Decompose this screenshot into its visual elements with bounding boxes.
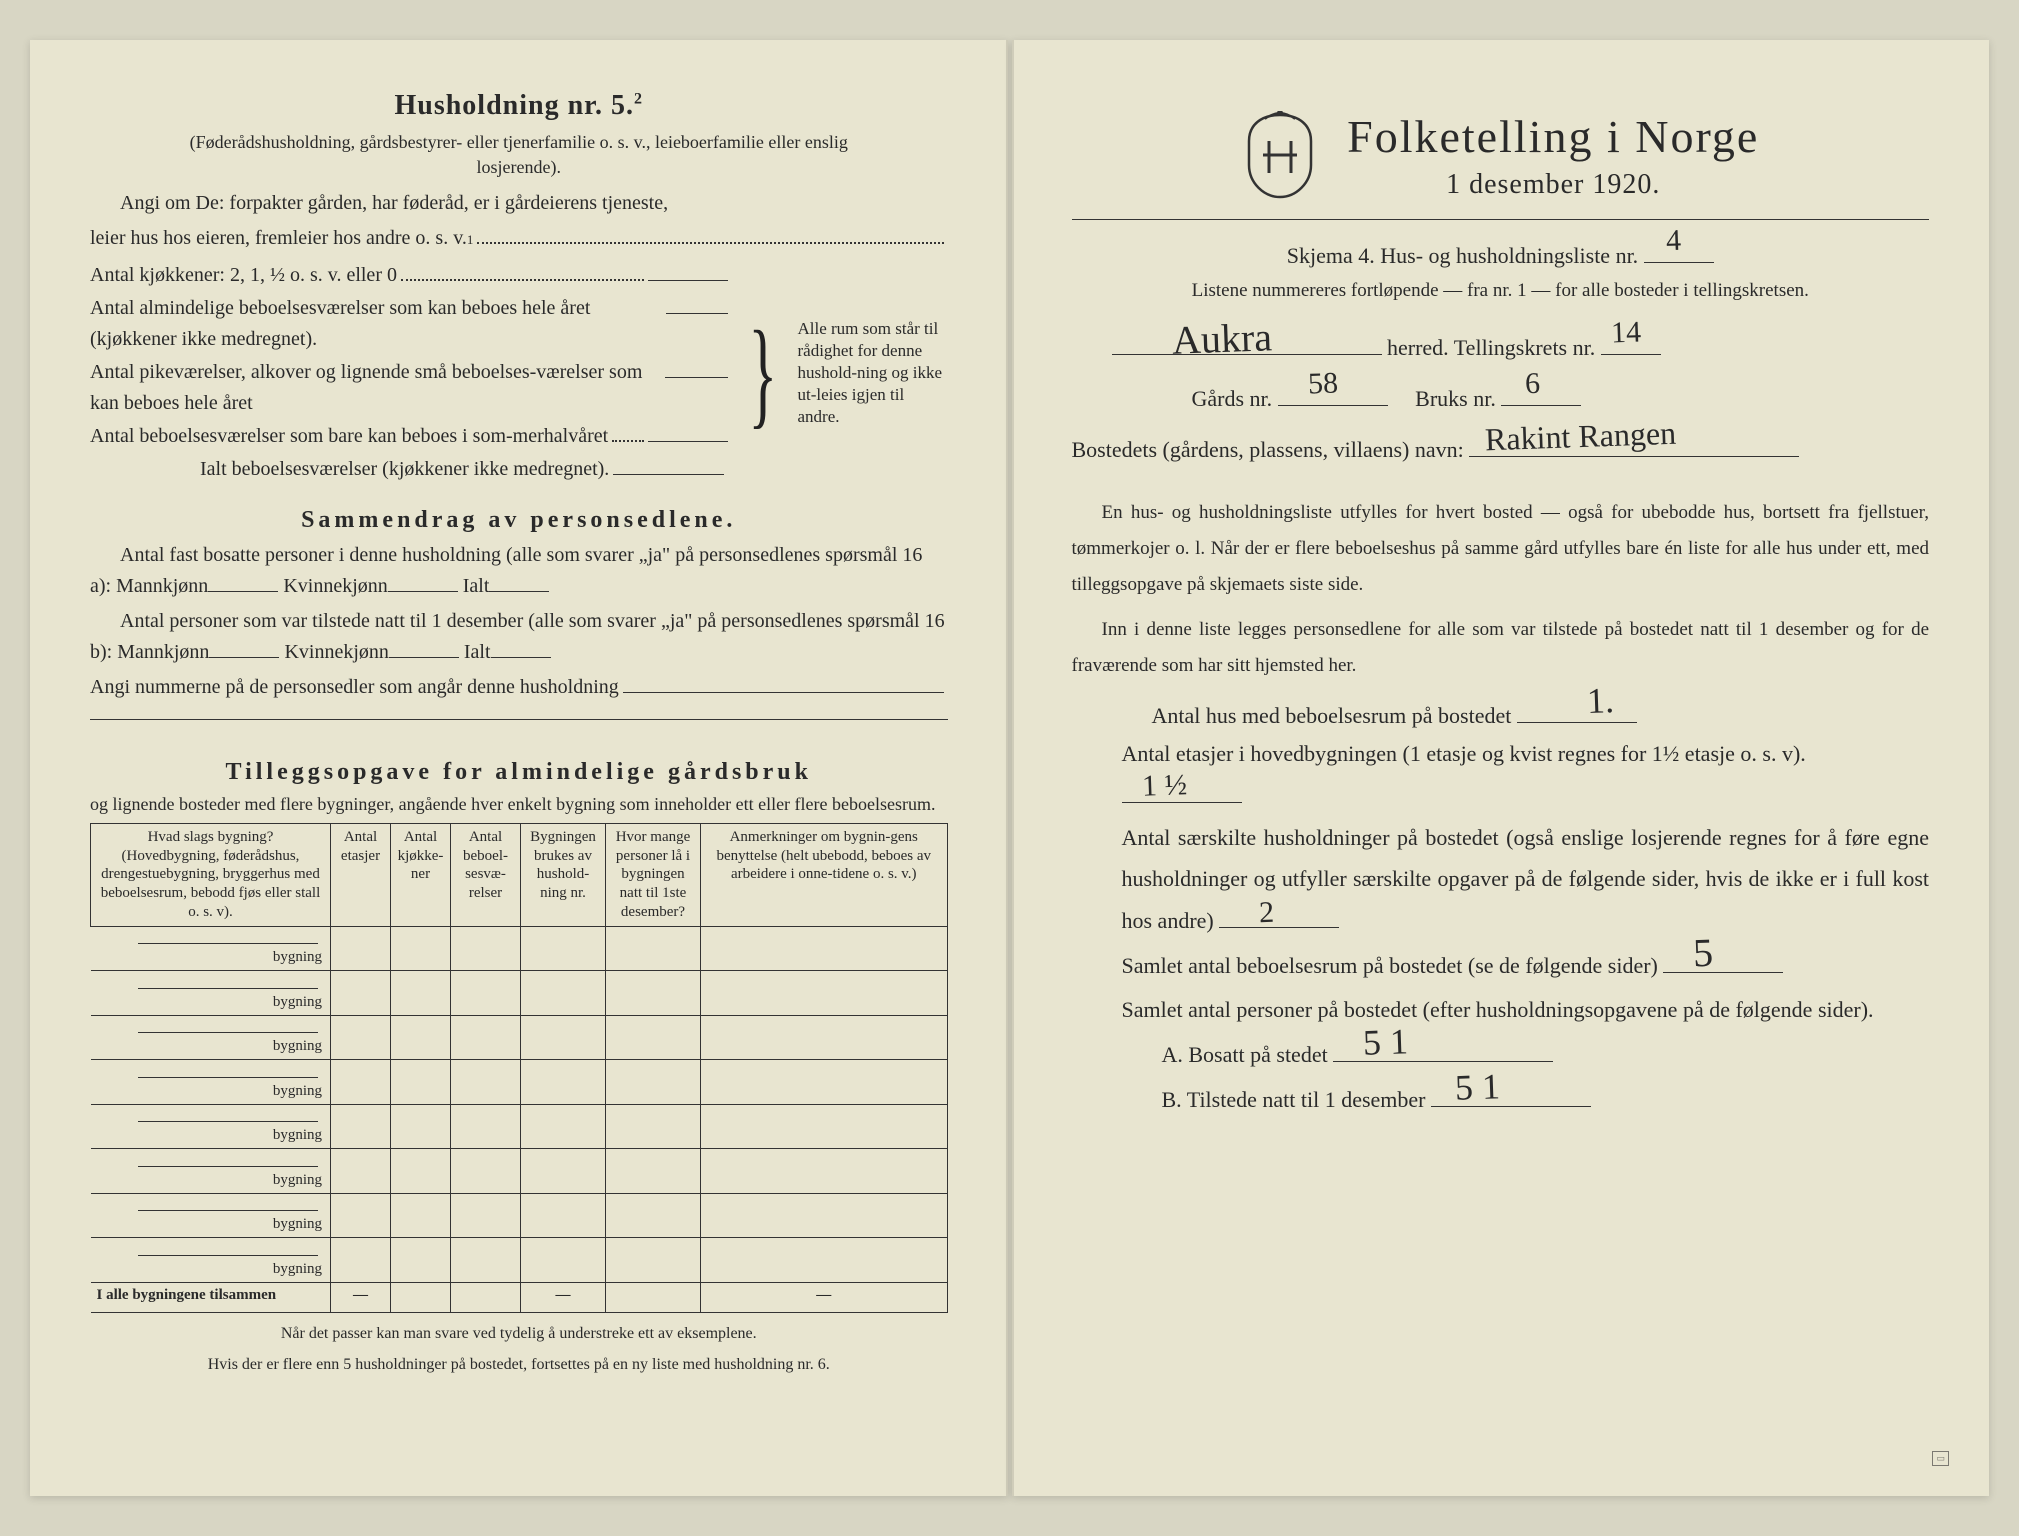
angi-nummer-line: Angi nummerne på de personsedler som ang… (90, 672, 948, 703)
main-title: Folketelling i Norge (1347, 110, 1759, 163)
listene-note: Listene nummereres fortløpende — fra nr.… (1072, 277, 1930, 306)
antal-saerskilte-line: Antal særskilte husholdninger på bostede… (1072, 817, 1930, 942)
footnote-2: Hvis der er flere enn 5 husholdninger på… (90, 1354, 948, 1376)
angi-line-1: Angi om De: forpakter gården, har føderå… (90, 188, 948, 219)
sammendrag-heading: Sammendrag av personsedlene. (90, 507, 948, 534)
table-row: bygning (91, 926, 948, 971)
table-row: bygning (91, 971, 948, 1016)
table-row: bygning (91, 1238, 948, 1283)
skjema-line: Skjema 4. Hus- og husholdningsliste nr. … (1072, 238, 1930, 273)
table-row: bygning (91, 1060, 948, 1105)
bygning-table: Hvad slags bygning? (Hovedbygning, føder… (90, 823, 948, 1313)
tilstede-line: B. Tilstede natt til 1 desember 5 1 (1072, 1082, 1930, 1117)
rooms-block: Antal kjøkkener: 2, 1, ½ o. s. v. eller … (90, 258, 948, 487)
right-page: Folketelling i Norge 1 desember 1920. Sk… (1012, 40, 1990, 1496)
bosatt-line: A. Bosatt på stedet 5 1 (1072, 1037, 1930, 1072)
bosted-line: Bostedets (gårdens, plassens, villaens) … (1072, 432, 1930, 467)
tillegg-heading: Tilleggsopgave for almindelige gårdsbruk (90, 759, 948, 786)
instructions-p2: Inn i denne liste legges personsedlene f… (1072, 612, 1930, 684)
table-row: bygning (91, 1193, 948, 1238)
heading-sub: (Føderådshusholdning, gårdsbestyrer- ell… (159, 130, 879, 180)
samlet-beboelsesrum-line: Samlet antal beboelsesrum på bostedet (s… (1072, 948, 1930, 983)
table-row: bygning (91, 1104, 948, 1149)
date-subtitle: 1 desember 1920. (1347, 169, 1759, 201)
angi-line-2: leier hus hos eieren, fremleier hos andr… (90, 223, 948, 254)
table-row: bygning (91, 1149, 948, 1194)
herred-line: Aukra herred. Tellingskrets nr. 14 (1072, 330, 1930, 365)
footnote-1: Når det passer kan man svare ved tydelig… (90, 1323, 948, 1345)
title-block: Folketelling i Norge 1 desember 1920. (1072, 110, 1930, 201)
husholdning-heading: Husholdning nr. 5.2 (90, 90, 948, 122)
samlet-personer-line: Samlet antal personer på bostedet (efter… (1072, 989, 1930, 1031)
instructions-p1: En hus- og husholdningsliste utfylles fo… (1072, 495, 1930, 603)
printer-mark: ▭ (1932, 1451, 1949, 1466)
sammen-line-1: Antal fast bosatte personer i denne hush… (90, 540, 948, 602)
left-page: Husholdning nr. 5.2 (Føderådshusholdning… (30, 40, 1008, 1496)
table-row: bygning (91, 1015, 948, 1060)
gard-bruk-line: Gårds nr. 58 Bruks nr. 6 (1072, 381, 1930, 416)
norwegian-crest-icon (1241, 111, 1319, 201)
table-total-row: I alle bygningene tilsammen — — — (91, 1282, 948, 1312)
tillegg-sub: og lignende bosteder med flere bygninger… (90, 792, 948, 817)
antal-hus-line: Antal hus med beboelsesrum på bostedet 1… (1072, 698, 1930, 733)
sammen-line-2: Antal personer som var tilstede natt til… (90, 606, 948, 668)
antal-etasjer-line: Antal etasjer i hovedbygningen (1 etasje… (1072, 733, 1930, 817)
